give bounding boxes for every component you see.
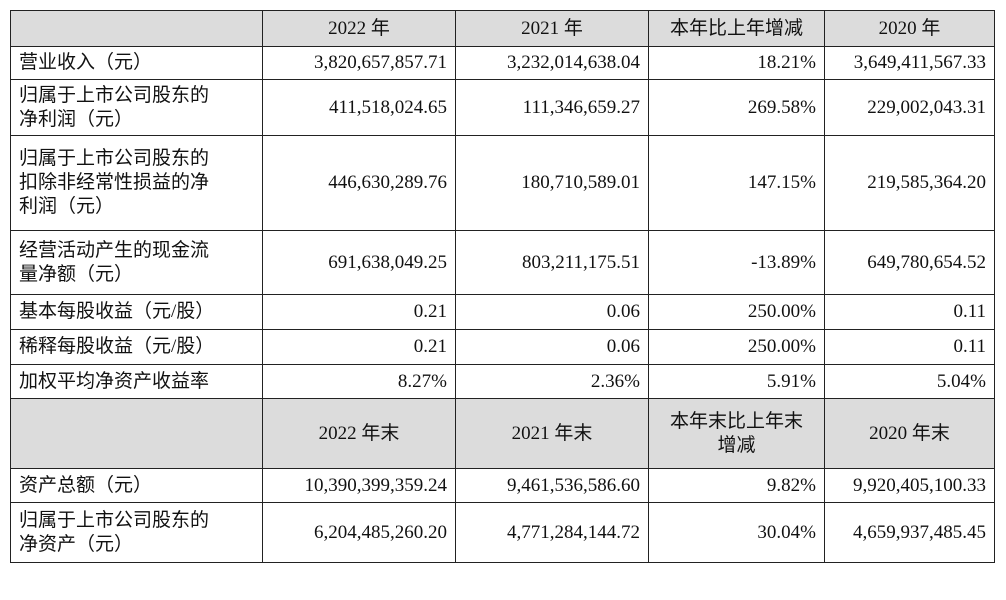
value-2022: 0.21 [262, 294, 456, 330]
value-2020-end: 4,659,937,485.45 [824, 502, 995, 563]
value-2022: 0.21 [262, 329, 456, 365]
table-row: 归属于上市公司股东的 净利润（元） 411,518,024.65 111,346… [10, 79, 995, 136]
value-2020-end: 9,920,405,100.33 [824, 468, 995, 503]
header-yoy-change: 本年比上年增减 [648, 10, 825, 47]
value-2020: 649,780,654.52 [824, 230, 995, 295]
value-2020: 0.11 [824, 329, 995, 365]
row-label: 归属于上市公司股东的 净利润（元） [10, 79, 263, 136]
value-2022: 446,630,289.76 [262, 135, 456, 231]
value-2021: 111,346,659.27 [455, 79, 649, 136]
value-2022: 8.27% [262, 364, 456, 399]
value-change: -13.89% [648, 230, 825, 295]
value-change: 5.91% [648, 364, 825, 399]
table-row: 加权平均净资产收益率 8.27% 2.36% 5.91% 5.04% [10, 364, 995, 399]
value-change: 269.58% [648, 79, 825, 136]
value-2021: 0.06 [455, 294, 649, 330]
table-row: 经营活动产生的现金流 量净额（元） 691,638,049.25 803,211… [10, 230, 995, 295]
header-blank-cell [10, 10, 263, 47]
header-2022: 2022 年 [262, 10, 456, 47]
table-row: 资产总额（元） 10,390,399,359.24 9,461,536,586.… [10, 468, 995, 503]
value-2020: 3,649,411,567.33 [824, 46, 995, 80]
header-2021: 2021 年 [455, 10, 649, 47]
table-row: 稀释每股收益（元/股） 0.21 0.06 250.00% 0.11 [10, 329, 995, 365]
header-2021-end: 2021 年末 [455, 398, 649, 469]
financial-summary-table: 2022 年 2021 年 本年比上年增减 2020 年 营业收入（元） 3,8… [10, 10, 995, 563]
row-label: 基本每股收益（元/股） [10, 294, 263, 330]
header-row-annual: 2022 年 2021 年 本年比上年增减 2020 年 [10, 10, 995, 47]
value-2022-end: 10,390,399,359.24 [262, 468, 456, 503]
table-row: 归属于上市公司股东的 净资产（元） 6,204,485,260.20 4,771… [10, 502, 995, 563]
value-2022-end: 6,204,485,260.20 [262, 502, 456, 563]
row-label: 经营活动产生的现金流 量净额（元） [10, 230, 263, 295]
value-2021: 803,211,175.51 [455, 230, 649, 295]
value-2020: 229,002,043.31 [824, 79, 995, 136]
row-label: 资产总额（元） [10, 468, 263, 503]
value-2021: 0.06 [455, 329, 649, 365]
value-change: 250.00% [648, 329, 825, 365]
row-label: 稀释每股收益（元/股） [10, 329, 263, 365]
header-2020: 2020 年 [824, 10, 995, 47]
value-2021-end: 9,461,536,586.60 [455, 468, 649, 503]
value-2021-end: 4,771,284,144.72 [455, 502, 649, 563]
header-row-year-end: 2022 年末 2021 年末 本年末比上年末 增减 2020 年末 [10, 398, 995, 469]
header-blank-cell [10, 398, 263, 469]
value-2020: 5.04% [824, 364, 995, 399]
value-change-end: 9.82% [648, 468, 825, 503]
value-2021: 180,710,589.01 [455, 135, 649, 231]
value-2020: 219,585,364.20 [824, 135, 995, 231]
row-label: 营业收入（元） [10, 46, 263, 80]
table-row: 营业收入（元） 3,820,657,857.71 3,232,014,638.0… [10, 46, 995, 80]
value-2022: 691,638,049.25 [262, 230, 456, 295]
value-change-end: 30.04% [648, 502, 825, 563]
value-change: 18.21% [648, 46, 825, 80]
value-2021: 3,232,014,638.04 [455, 46, 649, 80]
header-yoy-change-end: 本年末比上年末 增减 [648, 398, 825, 469]
table-row: 归属于上市公司股东的 扣除非经常性损益的净 利润（元） 446,630,289.… [10, 135, 995, 231]
value-2020: 0.11 [824, 294, 995, 330]
row-label: 归属于上市公司股东的 净资产（元） [10, 502, 263, 563]
header-2020-end: 2020 年末 [824, 398, 995, 469]
value-2021: 2.36% [455, 364, 649, 399]
table-row: 基本每股收益（元/股） 0.21 0.06 250.00% 0.11 [10, 294, 995, 330]
value-2022: 3,820,657,857.71 [262, 46, 456, 80]
value-change: 250.00% [648, 294, 825, 330]
row-label: 加权平均净资产收益率 [10, 364, 263, 399]
value-change: 147.15% [648, 135, 825, 231]
value-2022: 411,518,024.65 [262, 79, 456, 136]
row-label: 归属于上市公司股东的 扣除非经常性损益的净 利润（元） [10, 135, 263, 231]
header-2022-end: 2022 年末 [262, 398, 456, 469]
